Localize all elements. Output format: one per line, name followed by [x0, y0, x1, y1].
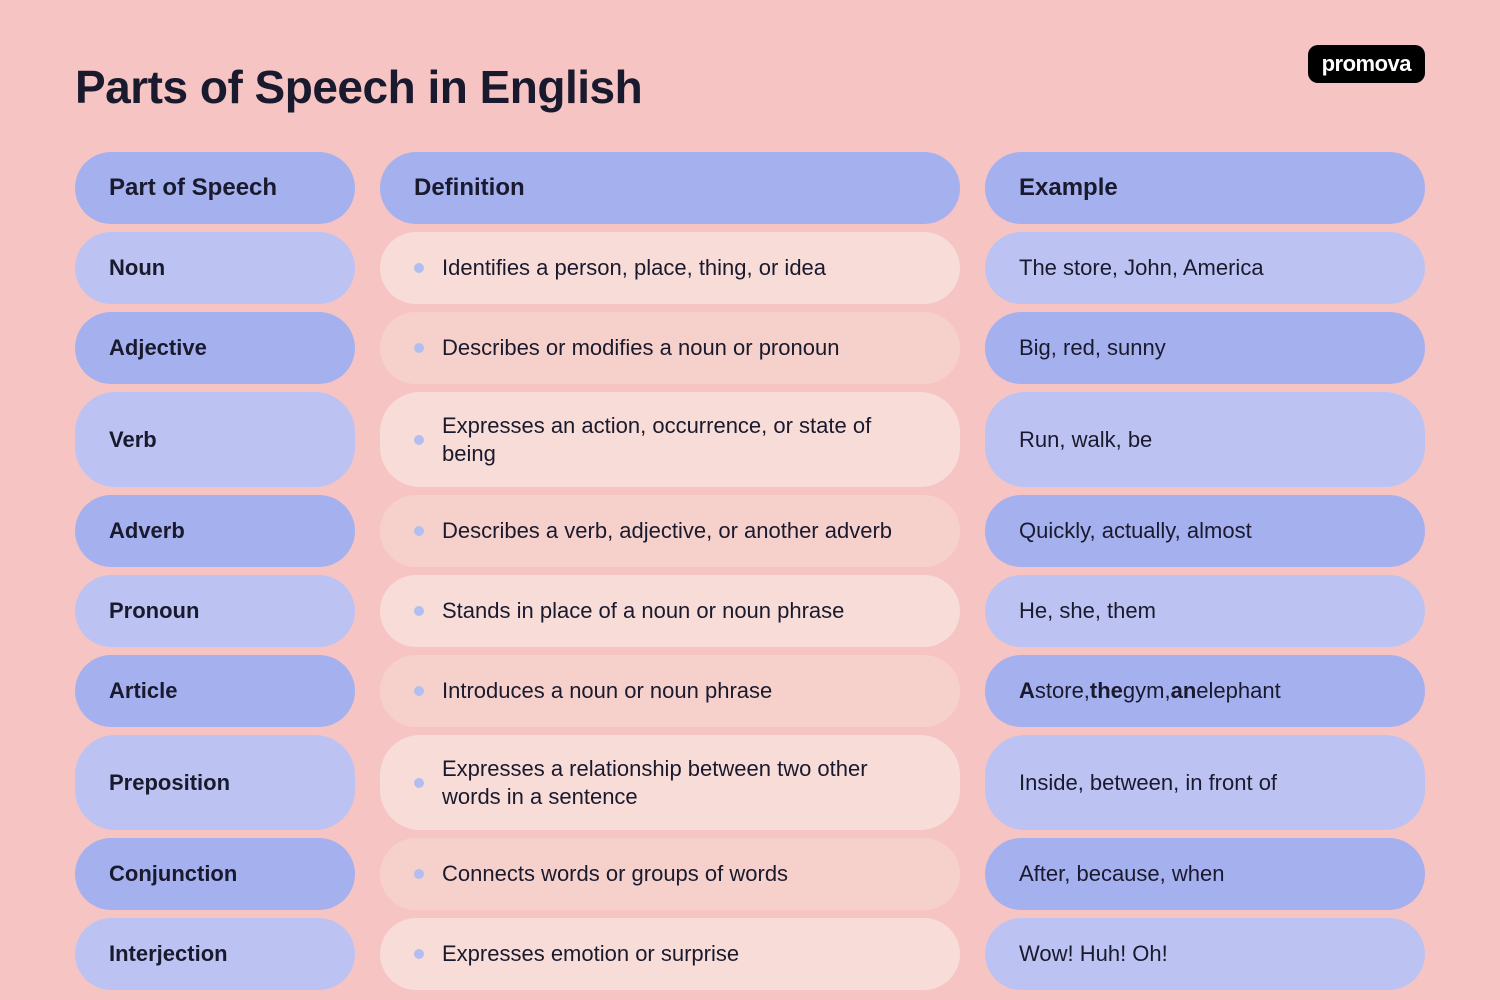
page-title: Parts of Speech in English — [75, 60, 1425, 114]
table-row-definition: Expresses emotion or surprise — [380, 918, 960, 990]
table-row-definition: Expresses an action, occurrence, or stat… — [380, 392, 960, 487]
bullet-icon — [414, 343, 424, 353]
table-row-part: Verb — [75, 392, 355, 487]
bullet-icon — [414, 606, 424, 616]
table-row-example: The store, John, America — [985, 232, 1425, 304]
table-row-example: Wow! Huh! Oh! — [985, 918, 1425, 990]
bullet-icon — [414, 778, 424, 788]
definition-text: Expresses a relationship between two oth… — [442, 755, 926, 810]
definition-text: Describes or modifies a noun or pronoun — [442, 334, 839, 362]
table-row-definition: Introduces a noun or noun phrase — [380, 655, 960, 727]
definition-text: Describes a verb, adjective, or another … — [442, 517, 892, 545]
bullet-icon — [414, 263, 424, 273]
table-row-example: He, she, them — [985, 575, 1425, 647]
definition-text: Introduces a noun or noun phrase — [442, 677, 772, 705]
header-definition: Definition — [380, 152, 960, 224]
table-row-part: Interjection — [75, 918, 355, 990]
table-row-part: Adjective — [75, 312, 355, 384]
header-example: Example — [985, 152, 1425, 224]
definition-text: Expresses an action, occurrence, or stat… — [442, 412, 926, 467]
table-row-example: Inside, between, in front of — [985, 735, 1425, 830]
table-row-part: Conjunction — [75, 838, 355, 910]
bullet-icon — [414, 435, 424, 445]
table-row-definition: Describes or modifies a noun or pronoun — [380, 312, 960, 384]
table-row-example: A store, the gym, an elephant — [985, 655, 1425, 727]
table-row-part: Noun — [75, 232, 355, 304]
table-row-part: Adverb — [75, 495, 355, 567]
table-row-definition: Expresses a relationship between two oth… — [380, 735, 960, 830]
definition-text: Identifies a person, place, thing, or id… — [442, 254, 826, 282]
bullet-icon — [414, 949, 424, 959]
table-row-definition: Stands in place of a noun or noun phrase — [380, 575, 960, 647]
parts-of-speech-table: Part of Speech Definition Example Noun Id… — [75, 152, 1425, 990]
table-row-part: Article — [75, 655, 355, 727]
table-row-example: After, because, when — [985, 838, 1425, 910]
bullet-icon — [414, 869, 424, 879]
definition-text: Connects words or groups of words — [442, 860, 788, 888]
definition-text: Stands in place of a noun or noun phrase — [442, 597, 844, 625]
table-row-definition: Identifies a person, place, thing, or id… — [380, 232, 960, 304]
bullet-icon — [414, 526, 424, 536]
table-row-example: Quickly, actually, almost — [985, 495, 1425, 567]
bullet-icon — [414, 686, 424, 696]
brand-logo: promova — [1308, 45, 1425, 83]
definition-text: Expresses emotion or surprise — [442, 940, 739, 968]
table-row-example: Big, red, sunny — [985, 312, 1425, 384]
table-row-example: Run, walk, be — [985, 392, 1425, 487]
table-row-part: Pronoun — [75, 575, 355, 647]
table-row-definition: Describes a verb, adjective, or another … — [380, 495, 960, 567]
table-row-part: Preposition — [75, 735, 355, 830]
table-row-definition: Connects words or groups of words — [380, 838, 960, 910]
header-part-of-speech: Part of Speech — [75, 152, 355, 224]
